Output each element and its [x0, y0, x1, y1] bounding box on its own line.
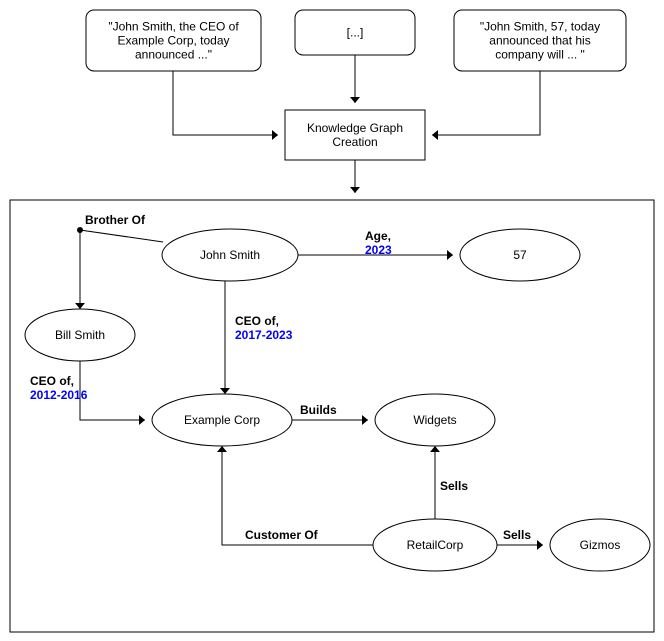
- input-card-card3-text: "John Smith, 57, today: [480, 20, 600, 34]
- node-example-label: Example Corp: [184, 413, 260, 427]
- edge-ceo-bill-label: CEO of,: [30, 374, 74, 388]
- edge-builds-label: Builds: [300, 403, 337, 417]
- edge-customer-label: Customer Of: [245, 528, 319, 542]
- arrowhead: [350, 187, 360, 193]
- arrowhead: [350, 97, 360, 103]
- arrowhead: [432, 130, 438, 140]
- input-card-card1-text: Example Corp, today: [117, 34, 229, 48]
- input-card-card1-text: announced ...": [135, 48, 212, 62]
- edge-ceo-john-label: CEO of,: [235, 314, 279, 328]
- edge-brother-origin-dot: [77, 227, 83, 233]
- input-card-card1-text: "John Smith, the CEO of: [108, 20, 239, 34]
- edge-in1: [173, 71, 278, 135]
- node-john-label: John Smith: [200, 248, 260, 262]
- edge-ceo-john-sublabel: 2017-2023: [235, 328, 293, 342]
- input-card-card3-text: company will ... ": [495, 48, 585, 62]
- edge-age-sublabel: 2023: [365, 243, 392, 257]
- node-bill-label: Bill Smith: [55, 328, 105, 342]
- node-gizmos-label: Gizmos: [580, 538, 621, 552]
- edge-ceo-bill-sublabel: 2012-2016: [30, 388, 88, 402]
- edge-sells-gizmos-label: Sells: [503, 528, 531, 542]
- edge-brother-label: Brother Of: [85, 213, 146, 227]
- node-retail-label: RetailCorp: [407, 538, 464, 552]
- input-card-card3-text: announced that his: [489, 34, 590, 48]
- node-widgets-label: Widgets: [413, 413, 456, 427]
- node-age57-label: 57: [513, 248, 527, 262]
- arrowhead: [272, 130, 278, 140]
- process-box-label: Creation: [332, 135, 377, 149]
- process-box-label: Knowledge Graph: [307, 121, 403, 135]
- edge-in3: [432, 71, 540, 135]
- edge-age-label: Age,: [365, 229, 391, 243]
- edge-sells-widgets-label: Sells: [440, 479, 468, 493]
- input-card-card2-text: [...]: [347, 26, 364, 40]
